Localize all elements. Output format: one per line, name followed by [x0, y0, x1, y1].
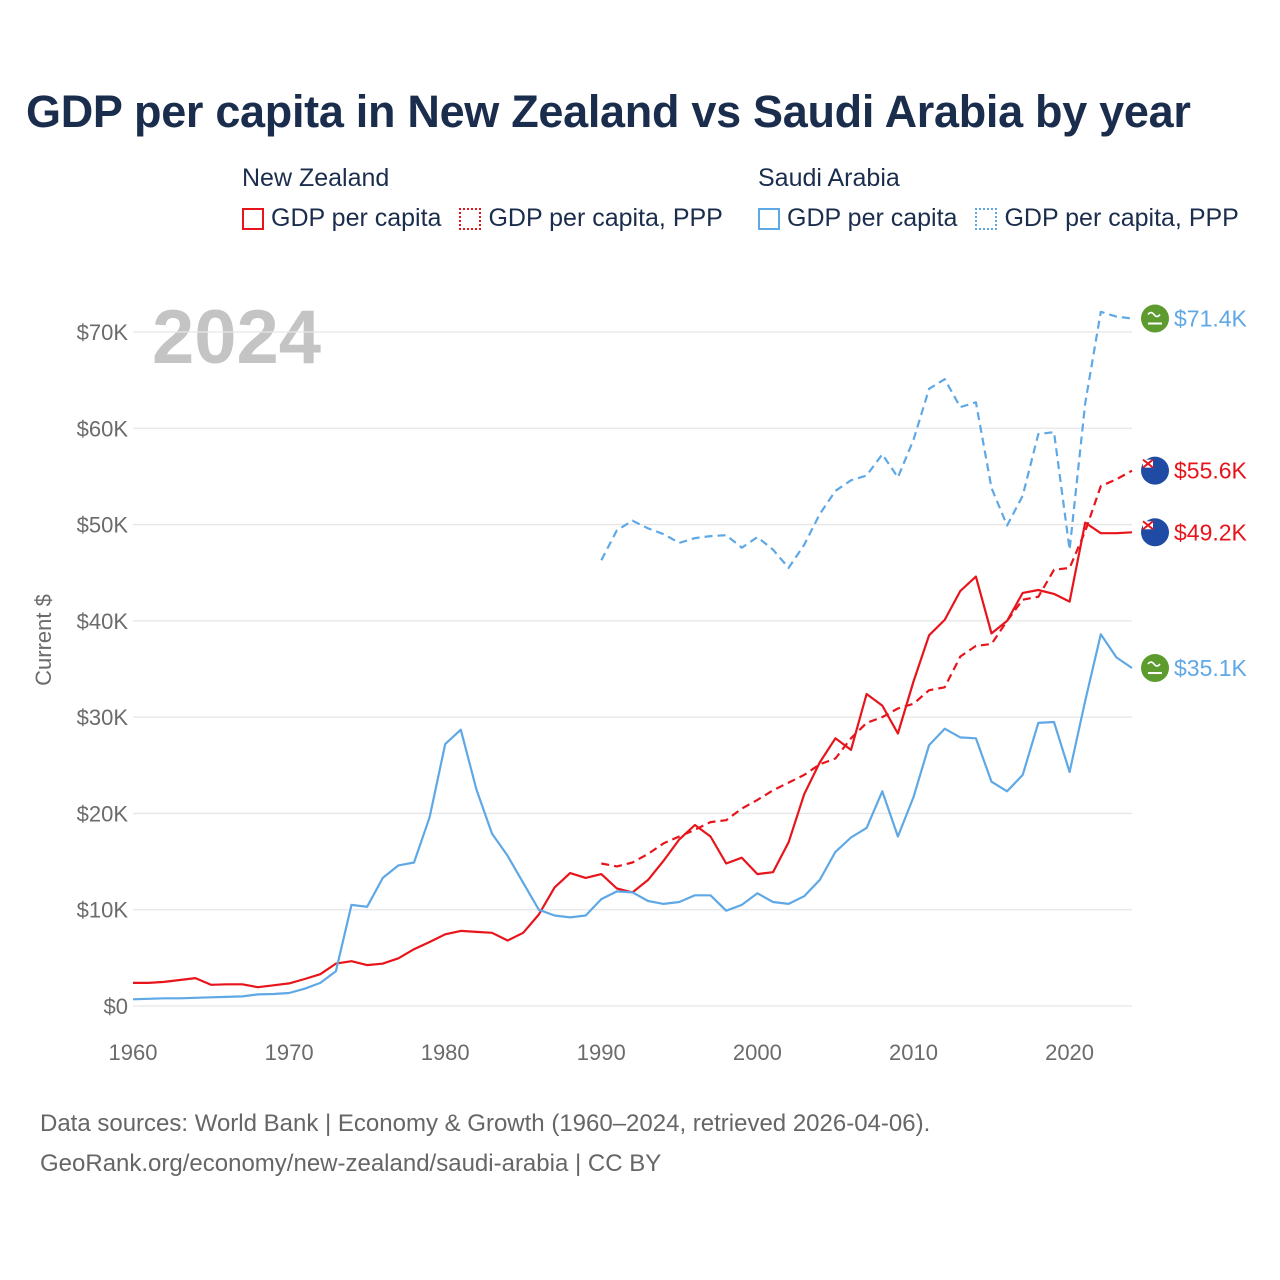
y-axis-label: Current $: [31, 594, 56, 686]
y-tick-label: $20K: [77, 801, 129, 826]
footer: Data sources: World Bank | Economy & Gro…: [40, 1104, 930, 1184]
y-tick-label: $0: [104, 994, 128, 1019]
flag-script-mark: [1147, 311, 1161, 318]
x-tick-label: 1970: [265, 1040, 314, 1065]
end-value-label: $71.4K: [1174, 306, 1248, 332]
legend-item-label: GDP per capita: [787, 204, 958, 232]
legend-swatch-dashed-icon: [975, 207, 998, 230]
y-tick-label: $50K: [77, 513, 129, 538]
legend-item-label: GDP per capita, PPP: [1004, 204, 1239, 232]
y-tick-label: $10K: [77, 898, 129, 923]
legend-group-label: New Zealand: [242, 164, 390, 192]
flag-script-mark: [1147, 661, 1161, 667]
legend-group-label: Saudi Arabia: [758, 164, 900, 192]
x-tick-label: 2000: [733, 1040, 782, 1065]
series-line-sa-dashed[interactable]: [600, 310, 1133, 570]
x-tick-label: 2010: [889, 1040, 938, 1065]
legend-swatch-solid-icon: [758, 207, 780, 230]
chart-title: GDP per capita in New Zealand vs Saudi A…: [26, 86, 1191, 137]
flag-cross-mark: [1142, 458, 1154, 469]
saudi-flag-icon: [1141, 304, 1169, 333]
footer-sources: Data sources: World Bank | Economy & Gro…: [40, 1110, 931, 1137]
legend-group-saudi-arabia: Saudi Arabia GDP per capita GDP per capi…: [758, 160, 1239, 233]
y-tick-label: $40K: [77, 609, 129, 634]
x-tick-label: 1980: [421, 1040, 470, 1065]
legend-item-nz-gdp[interactable]: GDP per capita: [242, 204, 441, 233]
footer-url[interactable]: GeoRank.org/economy/new-zealand/saudi-ar…: [40, 1150, 662, 1177]
saudi-flag-icon: [1141, 654, 1169, 683]
legend-swatch-solid-icon: [242, 207, 264, 230]
end-value-label: $49.2K: [1174, 519, 1248, 545]
legend-group-new-zealand: New Zealand GDP per capita GDP per capit…: [242, 160, 723, 233]
end-value-label: $35.1K: [1174, 655, 1248, 681]
year-watermark: 2024: [152, 295, 321, 380]
legend-item-nz-gdp-ppp[interactable]: GDP per capita, PPP: [459, 204, 723, 233]
y-tick-label: $60K: [77, 416, 129, 441]
legend-item-sa-gdp-ppp[interactable]: GDP per capita, PPP: [975, 204, 1239, 233]
y-tick-label: $70K: [77, 320, 129, 345]
legend-item-label: GDP per capita: [271, 204, 442, 232]
legend-item-sa-gdp[interactable]: GDP per capita: [758, 204, 957, 233]
y-tick-label: $30K: [77, 705, 129, 730]
x-tick-label: 1960: [109, 1040, 158, 1065]
legend-swatch-dashed-icon: [459, 207, 482, 230]
series-line-sa-solid[interactable]: [132, 633, 1133, 1001]
legend-item-label: GDP per capita, PPP: [488, 204, 723, 232]
series-line-nz-dashed[interactable]: [601, 469, 1133, 868]
x-tick-label: 2020: [1045, 1040, 1094, 1065]
x-tick-label: 1990: [577, 1040, 626, 1065]
end-value-label: $55.6K: [1174, 458, 1248, 484]
flag-cross-mark: [1142, 520, 1154, 531]
